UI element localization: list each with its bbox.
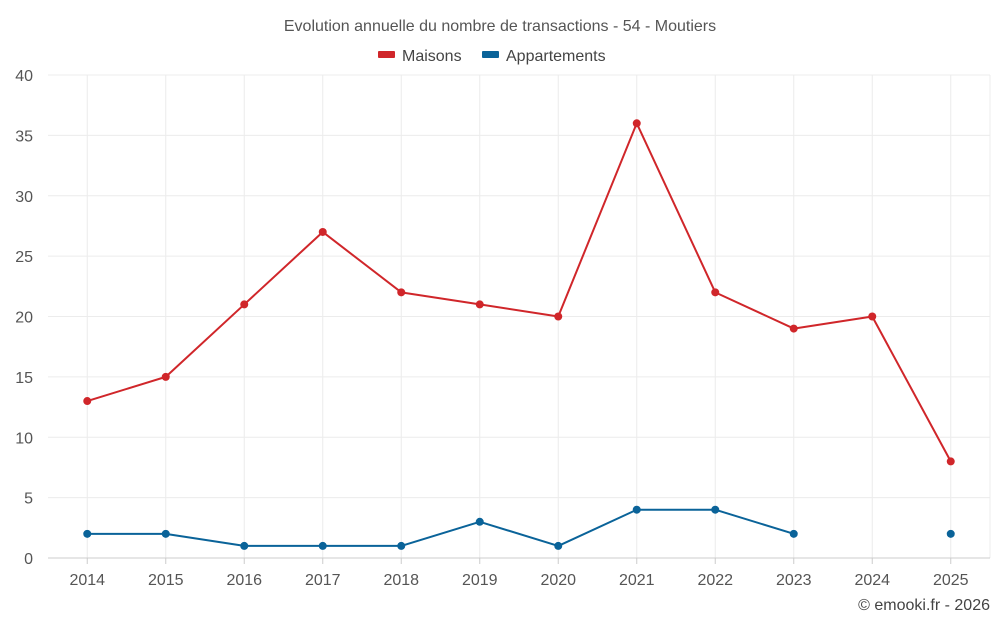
- data-point-maisons-2020[interactable]: [554, 312, 563, 321]
- y-tick-label: 15: [15, 370, 33, 387]
- chart-title: Evolution annuelle du nombre de transact…: [284, 18, 716, 35]
- data-point-appartements-2023[interactable]: [789, 529, 798, 538]
- y-tick-label: 0: [24, 551, 33, 568]
- data-point-appartements-2018[interactable]: [397, 541, 406, 550]
- data-point-maisons-2023[interactable]: [789, 324, 798, 333]
- grid: [48, 74, 991, 558]
- x-tick-label: 2015: [148, 572, 184, 589]
- y-tick-label: 25: [15, 249, 33, 266]
- data-point-appartements-2019[interactable]: [475, 517, 484, 526]
- data-point-appartements-2016[interactable]: [240, 541, 249, 550]
- data-point-appartements-2015[interactable]: [161, 529, 170, 538]
- data-point-maisons-2015[interactable]: [161, 372, 170, 381]
- x-tick-label: 2024: [854, 572, 890, 589]
- data-point-appartements-2025[interactable]: [946, 529, 955, 538]
- y-tick-label: 40: [15, 68, 33, 85]
- y-tick-label: 5: [24, 491, 33, 508]
- y-tick-label: 10: [15, 430, 33, 447]
- data-point-maisons-2022[interactable]: [711, 288, 720, 297]
- data-point-appartements-2017[interactable]: [318, 541, 327, 550]
- data-point-maisons-2016[interactable]: [240, 300, 249, 309]
- x-tick-label: 2019: [462, 572, 498, 589]
- series-maisons: [83, 119, 955, 466]
- y-tick-label: 30: [15, 189, 33, 206]
- x-tick-label: 2014: [69, 572, 105, 589]
- x-tick-label: 2018: [383, 572, 419, 589]
- y-tick-label: 35: [15, 128, 33, 145]
- data-point-maisons-2014[interactable]: [83, 397, 92, 406]
- data-point-maisons-2018[interactable]: [397, 288, 406, 297]
- x-tick-label: 2017: [305, 572, 341, 589]
- legend-label-appartements: Appartements: [506, 48, 606, 65]
- x-tick-label: 2025: [933, 572, 969, 589]
- x-tick-label: 2022: [697, 572, 733, 589]
- x-tick-label: 2016: [226, 572, 262, 589]
- data-point-appartements-2021[interactable]: [632, 505, 641, 514]
- data-point-appartements-2020[interactable]: [554, 541, 563, 550]
- series-line-appartements: [87, 508, 795, 547]
- y-tick-label: 20: [15, 310, 33, 327]
- data-point-appartements-2022[interactable]: [711, 505, 720, 514]
- legend-item-maisons[interactable]: Maisons: [378, 48, 462, 65]
- x-tick-label: 2021: [619, 572, 655, 589]
- x-tick-label: 2023: [776, 572, 812, 589]
- series: [83, 119, 955, 550]
- data-point-maisons-2021[interactable]: [632, 119, 641, 128]
- legend-label-maisons: Maisons: [402, 48, 462, 65]
- legend-swatch-maisons: [378, 51, 395, 58]
- legend-item-appartements[interactable]: Appartements: [482, 48, 606, 65]
- data-point-maisons-2017[interactable]: [318, 227, 327, 236]
- x-tick-label: 2020: [540, 572, 576, 589]
- data-point-appartements-2014[interactable]: [83, 529, 92, 538]
- data-point-maisons-2019[interactable]: [475, 300, 484, 309]
- data-point-maisons-2024[interactable]: [868, 312, 877, 321]
- series-appartements: [83, 505, 955, 550]
- series-line-maisons: [86, 122, 952, 462]
- credit-text: © emooki.fr - 2026: [858, 597, 990, 614]
- legend: Maisons Appartements: [378, 48, 606, 65]
- legend-swatch-appartements: [482, 51, 499, 58]
- data-point-maisons-2025[interactable]: [946, 457, 955, 466]
